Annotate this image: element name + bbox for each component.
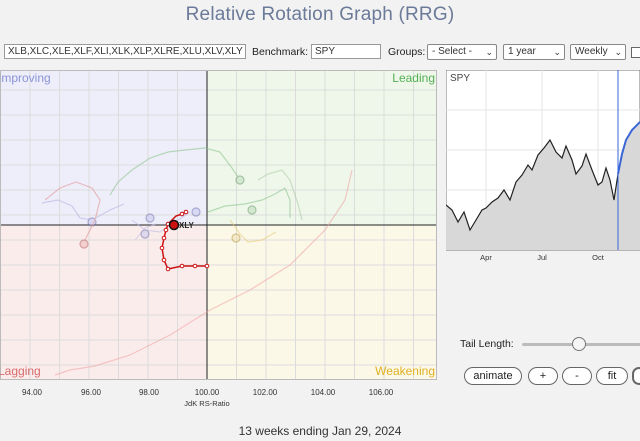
tail-xlf: [41, 199, 125, 221]
tail-xlb: [44, 181, 101, 243]
head-xlc: [231, 233, 241, 243]
controls-panel: Tail Length: animate + - fit: [446, 330, 640, 390]
chevron-down-icon: ⌄: [553, 47, 561, 57]
tail-xly-points: [159, 209, 210, 272]
page-title: Relative Rotation Graph (RRG): [185, 4, 455, 25]
head-xlp: [191, 207, 201, 217]
benchmark-label: Benchmark:: [252, 46, 309, 58]
rrg-xlabel: JdK RS-Ratio: [184, 399, 229, 408]
rrg-xtick-label: 104.00: [311, 388, 336, 397]
tail-xli: [207, 187, 291, 218]
spy-xtick-oct: Oct: [592, 253, 605, 262]
chevron-down-icon: ⌄: [485, 47, 493, 57]
weakening-label: Weakening: [375, 364, 435, 378]
tail-xlre: [257, 169, 303, 221]
lagging-quadrant: [0, 225, 207, 380]
benchmark-input[interactable]: SPY: [311, 44, 381, 59]
tail-xle: [109, 147, 241, 196]
rrg-border: [0, 70, 437, 380]
rrg-xtick-label: 106.00: [369, 388, 394, 397]
head-xli: [247, 205, 257, 215]
head-xlv: [145, 213, 155, 223]
chevron-down-icon: ⌄: [614, 47, 622, 57]
fit-button[interactable]: fit: [596, 367, 628, 385]
spy-xtick-jul: Jul: [537, 253, 547, 262]
tail-xlc: [229, 219, 277, 243]
zoom-out-button[interactable]: -: [562, 367, 592, 385]
tail-length-label: Tail Length:: [460, 338, 514, 350]
period-select[interactable]: 1 year ⌄: [503, 44, 565, 60]
toolbar: XLB,XLC,XLE,XLF,XLI,XLK,XLP,XLRE,XLU,XLV…: [0, 42, 640, 64]
rrg-x-ticks: 94.00 96.00 98.00 100.00 102.00 104.00 106.00: [22, 388, 394, 397]
tail-xlk: [134, 223, 157, 241]
rrg-xtick-label: 96.00: [81, 388, 102, 397]
spy-highlight-line: [617, 121, 640, 175]
xly-label: XLY: [179, 221, 194, 230]
groups-select-value: - Select -: [432, 46, 473, 57]
groups-label: Groups:: [388, 46, 426, 58]
rrg-xtick-label: 100.00: [195, 388, 220, 397]
tail-length-slider-handle[interactable]: [572, 337, 586, 351]
improving-label: Improving: [0, 71, 51, 85]
spy-area: [446, 122, 640, 250]
frequency-select-value: Weekly: [575, 46, 608, 57]
spy-chart-title: SPY: [450, 73, 470, 84]
options-checkbox[interactable]: [631, 47, 640, 58]
rrg-chart[interactable]: Improving Leading Lagging Weakening XLY …: [0, 70, 440, 415]
symbols-input[interactable]: XLB,XLC,XLE,XLF,XLI,XLK,XLP,XLRE,XLU,XLV…: [4, 44, 246, 59]
spy-price-chart: SPY Apr Jul Oct: [446, 70, 640, 262]
weakening-quadrant: [207, 225, 437, 380]
rrg-xtick-label: 94.00: [22, 388, 43, 397]
head-xly[interactable]: [168, 219, 180, 231]
rrg-xtick-label: 98.00: [139, 388, 160, 397]
spy-price-line: [446, 138, 619, 232]
leading-quadrant: [207, 70, 437, 225]
groups-select[interactable]: - Select - ⌄: [427, 44, 497, 60]
leading-label: Leading: [392, 71, 435, 85]
zoom-in-button[interactable]: +: [528, 367, 558, 385]
period-select-value: 1 year: [508, 46, 536, 57]
improving-quadrant: [0, 70, 207, 225]
animate-button[interactable]: animate: [464, 367, 522, 385]
tail-xlu: [54, 169, 353, 376]
spy-xtick-apr: Apr: [480, 253, 492, 262]
rrg-xtick-label: 102.00: [253, 388, 278, 397]
more-button[interactable]: [632, 367, 640, 385]
period-caption: 13 weeks ending Jan 29, 2024: [238, 424, 402, 438]
frequency-select[interactable]: Weekly ⌄: [570, 44, 626, 60]
lagging-label: Lagging: [0, 364, 41, 378]
head-xle: [235, 175, 245, 185]
head-xlk: [140, 229, 150, 239]
head-xlb: [79, 239, 89, 249]
faint-tails: [41, 147, 353, 376]
tail-xlv: [131, 211, 191, 233]
